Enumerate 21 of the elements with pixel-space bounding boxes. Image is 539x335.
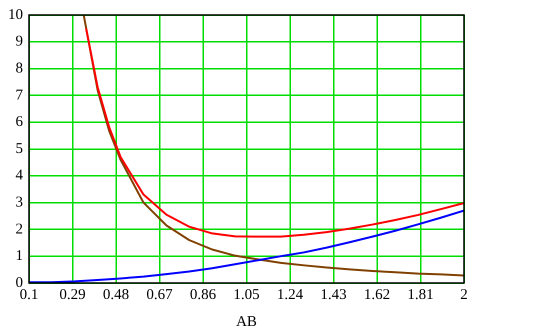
y-tick-label: 9	[16, 34, 23, 50]
y-tick-label: 2	[16, 221, 23, 238]
y-tick-label: 10	[8, 6, 23, 23]
x-tick-label: 1.05	[233, 286, 260, 303]
x-tick-label: 2	[460, 286, 468, 303]
y-tick-label: 5	[16, 140, 23, 157]
y-tick-label: 7	[16, 87, 24, 104]
x-tick-label: 1.62	[364, 286, 390, 303]
y-tick-label: 4	[16, 168, 24, 184]
y-tick-label: 1	[16, 248, 23, 264]
x-tick-label: 1.24	[276, 286, 304, 303]
y-tick-label: 6	[16, 114, 24, 130]
y-tick-label: 3	[16, 194, 23, 211]
y-tick-label: 8	[16, 60, 23, 77]
x-tick-label: 0.29	[59, 286, 86, 303]
x-axis-title: AB	[236, 314, 257, 330]
x-tick-label: 0.67	[146, 286, 174, 303]
x-tick-label: 1.81	[407, 286, 434, 303]
x-tick-label: 1.43	[320, 286, 347, 303]
x-tick-label: 0.48	[102, 286, 130, 303]
x-tick-label: 0.86	[190, 286, 217, 303]
